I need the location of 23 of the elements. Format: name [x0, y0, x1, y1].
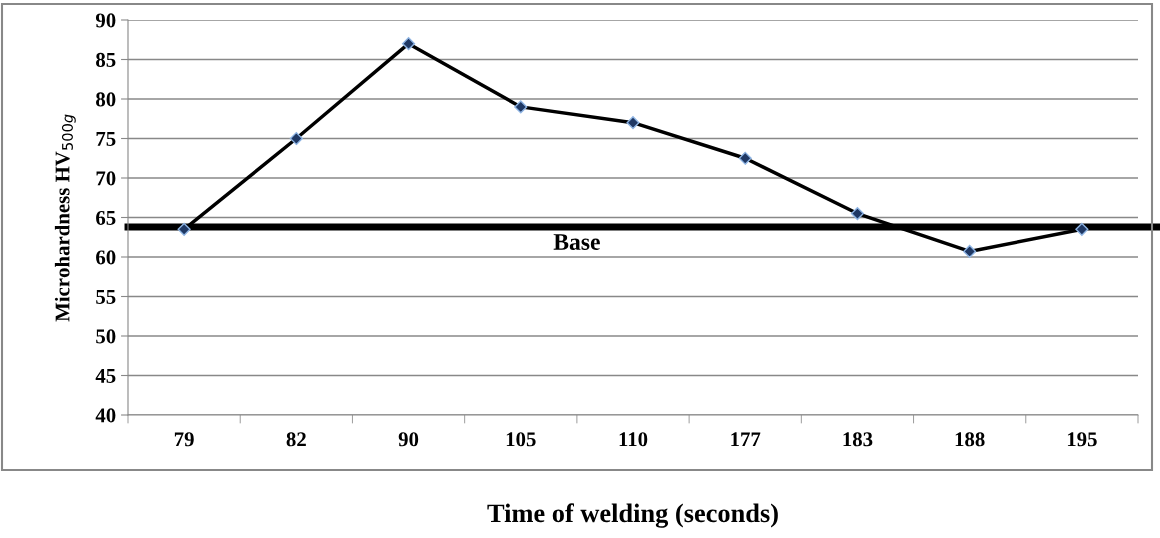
x-tick-label: 183: [843, 432, 873, 447]
y-tick-label: 50: [96, 329, 116, 344]
x-tick-label: 105: [506, 432, 536, 447]
x-tick-label: 79: [174, 432, 194, 447]
y-tick-label: 55: [96, 290, 116, 304]
x-axis-title: Time of welding (seconds): [487, 503, 778, 528]
y-tick-label: 75: [96, 132, 116, 146]
y-tick-label: 40: [95, 408, 116, 423]
y-tick-label: 45: [95, 369, 116, 383]
x-tick-label: 90: [398, 432, 419, 447]
y-tick-label: 60: [96, 250, 116, 265]
y-tick-label: 90: [95, 13, 116, 28]
ref-line-label: Base: [553, 234, 600, 250]
y-tick-label: 70: [96, 171, 116, 186]
x-tick-label: 195: [1067, 432, 1097, 447]
x-tick-label: 82: [286, 432, 306, 447]
y-tick-label: 80: [96, 92, 116, 107]
y-tick-label: 65: [96, 210, 116, 225]
y-axis-title: Microhardness HV$_{500g}$: [54, 114, 76, 322]
x-tick-label: 110: [619, 432, 648, 447]
x-tick-label: 188: [955, 432, 985, 447]
x-tick-label: 177: [731, 432, 761, 447]
y-tick-label: 85: [96, 52, 116, 67]
